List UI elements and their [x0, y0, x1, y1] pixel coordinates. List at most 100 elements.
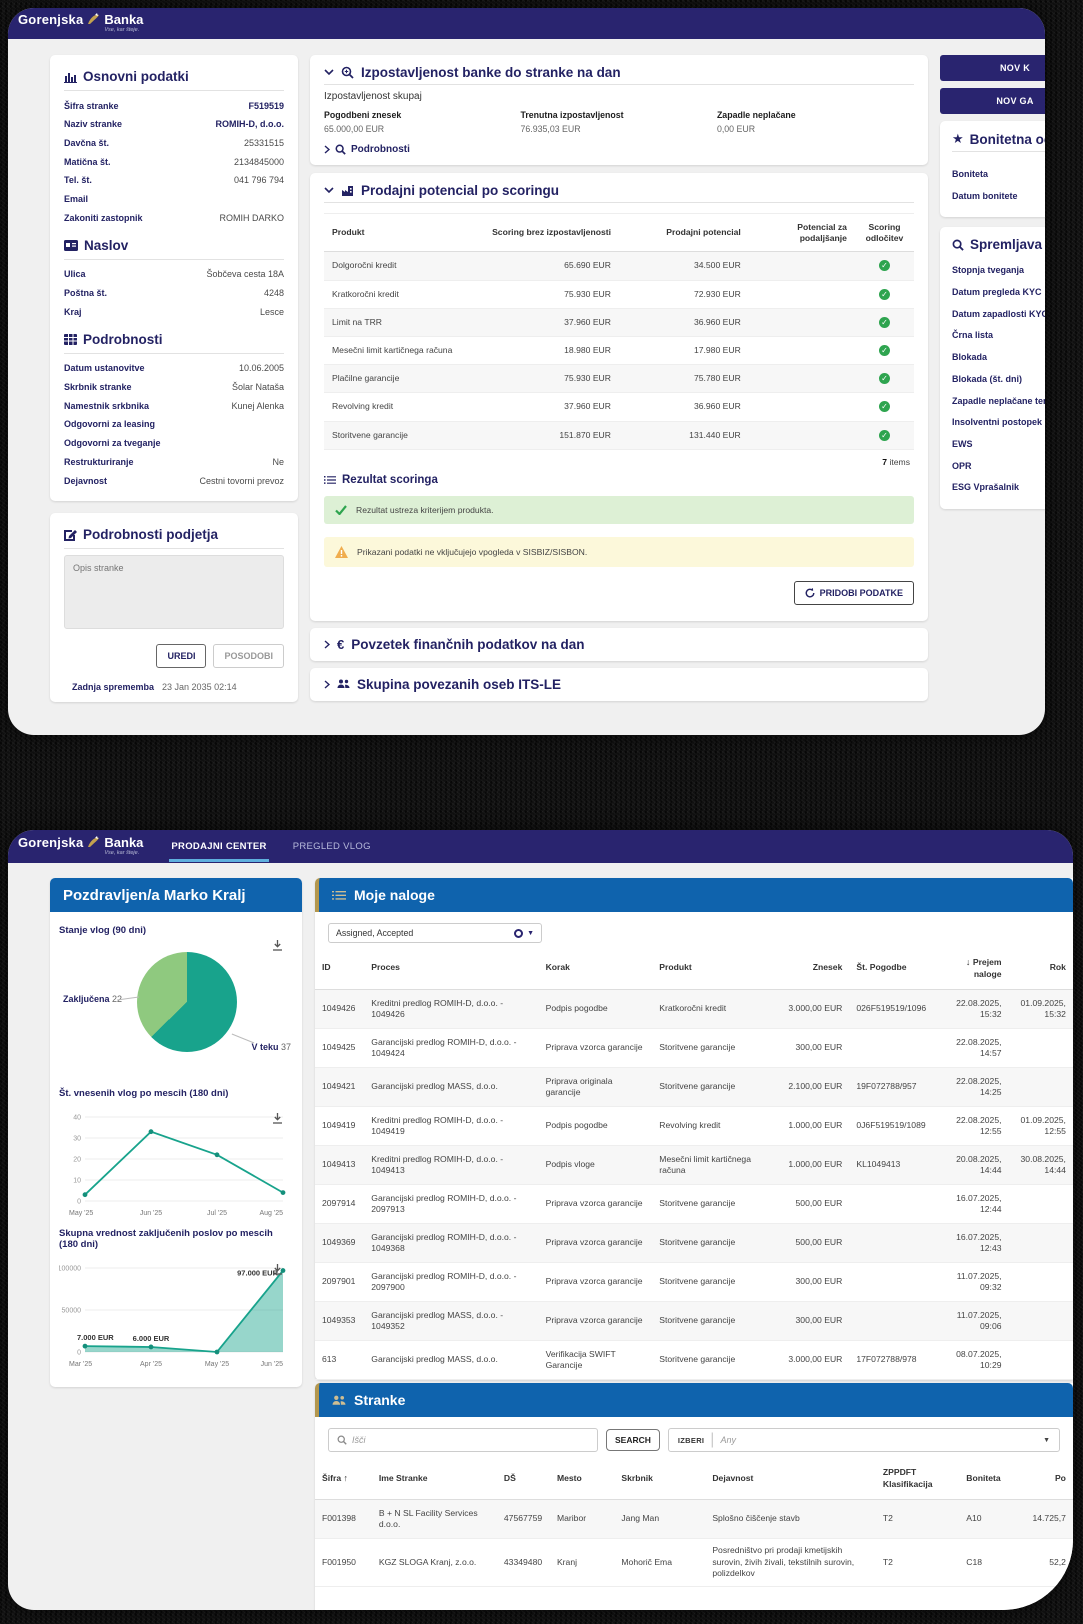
squirrel-logo-icon	[88, 836, 100, 848]
value-area-chart: 0 50000 100000 Mar '25 Apr '25 May '25 Jun '25…	[58, 1252, 293, 1375]
filter-clear-icon[interactable]	[514, 928, 524, 938]
stat-label: Pogodbeni znesek	[324, 110, 402, 120]
cell-produkt: Storitvene garancije	[659, 1081, 736, 1092]
task-row[interactable]: 1049369 Garancijski predlog ROMIH-D, d.o.…	[315, 1224, 1073, 1264]
cell-proces: Garancijski predlog ROMIH-D, d.o.o. - 10…	[371, 1036, 517, 1059]
col-proces[interactable]: Proces	[371, 962, 400, 973]
field-label: OPR	[952, 460, 972, 471]
sort-asc-icon: ↑	[343, 1473, 349, 1484]
col-ds[interactable]: DŠ	[503, 1472, 516, 1483]
field-label: Datum pregleda KYC	[952, 287, 1042, 298]
table-icon	[64, 333, 77, 345]
podrobnosti-link[interactable]: Podrobnosti	[324, 144, 914, 155]
rezultat-title: Rezultat scoringa	[324, 474, 914, 486]
task-row[interactable]: 1049353 Garancijski predlog MASS, d.o.o. …	[315, 1302, 1073, 1342]
logo-text-1: Gorenjska	[18, 835, 84, 851]
pie-label-vteku: V teku 37	[251, 1042, 291, 1052]
col-p[interactable]: Po	[1054, 1472, 1066, 1483]
exposure-title[interactable]: Izpostavljenost banke do stranke na dan	[324, 65, 914, 80]
svg-text:Jul '25: Jul '25	[207, 1210, 227, 1217]
cell-ime: B + N SL Facility Services d.o.o.	[378, 1507, 478, 1530]
customer-row[interactable]: F001950 KGZ SLOGA Kranj, z.o.o. 43349480 Kr…	[315, 1539, 1073, 1587]
field-row: Zakoniti zastopnik ROMIH DARKO	[64, 212, 284, 223]
col-prejem[interactable]: ↓ Prejem naloge	[965, 957, 1002, 979]
field-row: Namestnik srkbnika Kunej Alenka	[64, 400, 284, 411]
scoring-title[interactable]: Prodajni potencial po scoringu	[324, 183, 914, 198]
warning-alert: Prikazani podatki ne vključujejo vpogled…	[324, 536, 914, 567]
nov-kredit-button[interactable]: NOV K	[940, 55, 1045, 81]
task-row[interactable]: 1049413 Kreditni predlog ROMIH-D, d.o.o. …	[315, 1146, 1073, 1186]
download-icon[interactable]	[272, 1262, 283, 1280]
col-znesek[interactable]: Znesek	[812, 962, 843, 973]
customer-row[interactable]: F001398 B + N SL Facility Services d.o.o.…	[315, 1500, 1073, 1540]
scoring-row: Revolving kredit 37.960 EUR 36.960 EUR ✓	[324, 392, 914, 422]
pie-chart-title: Stanje vlog (90 dni)	[59, 925, 147, 936]
uredi-button[interactable]: UREDI	[156, 643, 207, 668]
customer-detail-screen: Gorenjska Banka Vse, kar šteje. Osnovni …	[8, 8, 1045, 735]
cell-znesek: 300,00 EUR	[795, 1276, 843, 1287]
col-mesto[interactable]: Mesto	[556, 1472, 582, 1483]
status-filter-select[interactable]: Assigned, Accepted ▼	[328, 923, 542, 943]
task-row[interactable]: 1049425 Garancijski predlog ROMIH-D, d.o.…	[315, 1029, 1073, 1069]
cell-dejavnost: Splošno čiščenje stavb	[712, 1513, 800, 1524]
skupina-card[interactable]: Skupina povezanih oseb ITS-LE	[310, 667, 928, 701]
povzetek-title: Povzetek finančnih podatkov na dan	[351, 636, 585, 652]
posodobi-button[interactable]: POSODOBI	[213, 643, 284, 668]
stat-label: Trenutna izpostavljenost	[520, 110, 624, 120]
skupina-title: Skupina povezanih oseb ITS-LE	[357, 676, 562, 692]
povzetek-card[interactable]: € Povzetek finančnih podatkov na dan	[310, 627, 928, 661]
task-row[interactable]: 1049419 Kreditni predlog ROMIH-D, d.o.o. …	[315, 1107, 1073, 1147]
applications-line-chart: 0 10 20 30 40 May '25 Jun '25 Jul '25 Aug '25	[59, 1101, 293, 1224]
download-icon[interactable]	[272, 1111, 283, 1129]
tab-pregled-vlog[interactable]: PREGLED VLOG	[292, 841, 371, 852]
tab-prodajni-center[interactable]: PRODAJNI CENTER	[169, 831, 269, 862]
col-pogodba[interactable]: Št. Pogodbe	[856, 962, 907, 973]
task-row[interactable]: 2097901 Garancijski predlog ROMIH-D, d.o.…	[315, 1263, 1073, 1303]
scoring-row: Kratkoročni kredit 75.930 EUR 72.930 EUR ✓	[324, 280, 914, 309]
svg-text:Apr '25: Apr '25	[140, 1361, 162, 1368]
podrobnosti-fields: Datum ustanovitve 10.06.2005 Skrbnik stran…	[64, 360, 284, 491]
id-card-icon	[64, 239, 78, 251]
items-count: 7 items	[882, 456, 910, 467]
col-id[interactable]: ID	[322, 962, 331, 973]
izberi-select[interactable]: IZBERI | Any ▼	[667, 1428, 1060, 1452]
filter-value: Assigned, Accepted	[336, 928, 414, 938]
col-rok[interactable]: Rok	[1049, 962, 1066, 973]
check-circle-icon: ✓	[878, 429, 890, 441]
cell-korak: Podpis pogodbe	[545, 1120, 608, 1131]
cell-id: 1049421	[322, 1081, 356, 1092]
section-podrobnosti-podjetja: Podrobnosti podjetja	[64, 527, 284, 542]
cell-proces: Garancijski predlog MASS, d.o.o. - 10493…	[371, 1309, 504, 1332]
col-produkt[interactable]: Produkt	[659, 962, 692, 973]
cell-pogodba: 17F072788/978	[856, 1354, 917, 1365]
task-row[interactable]: 1049421 Garancijski predlog MASS, d.o.o. P…	[315, 1068, 1073, 1108]
refresh-icon	[805, 587, 815, 598]
col-boniteta[interactable]: Boniteta	[966, 1472, 1001, 1483]
col-zppdft[interactable]: ZPPDFT Klasifikacija	[882, 1467, 933, 1489]
customer-search-input[interactable]: Išči	[328, 1428, 598, 1452]
field-label: Stopnja tveganja	[952, 265, 1025, 276]
download-icon[interactable]	[272, 938, 283, 956]
cell-dejavnost: Posredništvo pri prodaji kmetijskih suro…	[712, 1545, 855, 1579]
basic-data-card: Osnovni podatki Šifra stranke F519519 Nazi…	[50, 55, 298, 501]
cell-proces: Kreditni predlog ROMIH-D, d.o.o. - 10494…	[371, 1153, 504, 1176]
section-osnovni-podatki: Osnovni podatki	[64, 69, 284, 84]
col-skrbnik[interactable]: Skrbnik	[621, 1472, 653, 1483]
field-row: Davčna št. 25331515	[64, 137, 284, 148]
company-description-input[interactable]	[64, 554, 284, 629]
col-sifra[interactable]: Šifra ↑	[322, 1473, 349, 1484]
col-ime[interactable]: Ime Stranke	[378, 1472, 428, 1483]
field-label: Insolventni postopek	[952, 417, 1043, 428]
nov-garancija-button[interactable]: NOV GA	[940, 88, 1045, 114]
col-dejavnost[interactable]: Dejavnost	[712, 1472, 754, 1483]
logo-text-2: Banka	[104, 12, 144, 28]
col-korak[interactable]: Korak	[545, 962, 570, 973]
spremljava-title: Spremljava	[970, 237, 1043, 253]
pridobi-podatke-button[interactable]: PRIDOBI PODATKE	[793, 580, 914, 605]
search-button[interactable]: SEARCH	[606, 1429, 660, 1451]
task-row[interactable]: 1049426 Kreditni predlog ROMIH-D, d.o.o. …	[315, 990, 1073, 1030]
cell-produkt: Storitvene garancije	[659, 1198, 736, 1209]
section-podrobnosti: Podrobnosti	[64, 332, 284, 347]
task-row[interactable]: 2097914 Garancijski predlog ROMIH-D, d.o.…	[315, 1185, 1073, 1225]
task-row[interactable]: 613 Garancijski predlog MASS, d.o.o. Verif…	[315, 1341, 1073, 1381]
